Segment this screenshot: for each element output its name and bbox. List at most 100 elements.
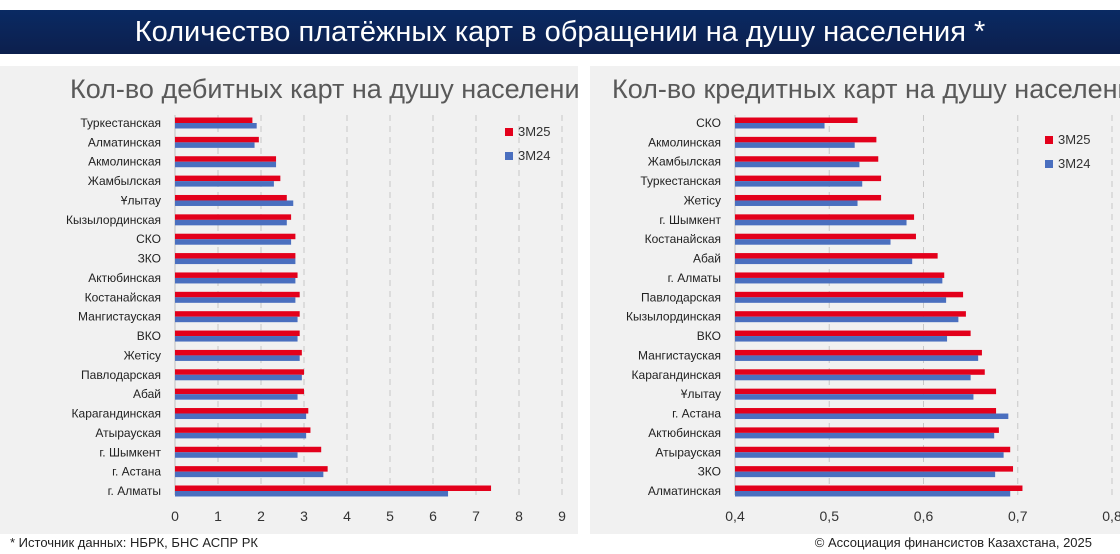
bar-3m25: [175, 369, 304, 375]
bar-3m25: [175, 214, 292, 220]
category-label: Павлодарская: [641, 290, 721, 304]
category-label: Актюбинская: [88, 271, 161, 285]
category-label: Акмолинская: [88, 155, 161, 169]
bar-3m24: [735, 471, 996, 478]
bar-3m24: [175, 219, 287, 226]
legend-swatch-3m24: [1045, 160, 1053, 168]
bar-3m25: [735, 156, 879, 162]
x-tick-label: 3: [300, 508, 308, 524]
bar-3m24: [175, 181, 274, 187]
x-tick-label: 0,5: [820, 508, 840, 524]
category-label: г. Астана: [672, 407, 721, 421]
category-label: Ұлытау: [121, 193, 161, 207]
category-label: г. Алматы: [668, 271, 721, 285]
bar-3m25: [175, 194, 287, 201]
bar-3m24: [175, 432, 307, 439]
category-label: Туркестанская: [80, 116, 161, 130]
legend-label-3m25: 3М25: [518, 124, 551, 139]
bar-3m25: [175, 408, 309, 414]
category-label: ВКО: [697, 329, 721, 343]
bar-3m25: [735, 117, 858, 123]
x-tick-label: 0,4: [725, 508, 745, 524]
bar-3m24: [735, 277, 943, 284]
category-label: Акмолинская: [648, 135, 721, 149]
category-label: Атырауская: [655, 445, 721, 459]
bar-3m24: [735, 200, 858, 206]
bar-3m24: [735, 394, 974, 400]
bar-3m25: [175, 117, 253, 123]
x-tick-label: 0: [171, 508, 179, 524]
category-label: СКО: [136, 232, 161, 246]
copyright-note: © Ассоциация финансистов Казахстана, 202…: [814, 535, 1092, 550]
category-label: Жетісу: [684, 193, 721, 207]
category-label: г. Шымкент: [659, 213, 721, 227]
bar-3m24: [175, 142, 255, 148]
bar-3m24: [735, 161, 860, 168]
category-label: ВКО: [137, 329, 161, 343]
bar-3m24: [175, 374, 302, 381]
bar-3m25: [735, 311, 966, 317]
bar-3m24: [175, 394, 298, 400]
category-label: г. Алматы: [108, 484, 161, 498]
category-label: г. Астана: [112, 465, 161, 479]
bar-3m24: [735, 432, 995, 439]
category-label: г. Шымкент: [99, 445, 161, 459]
bar-3m24: [175, 413, 307, 420]
category-label: Абай: [133, 387, 161, 401]
bar-3m25: [735, 446, 1011, 453]
bar-3m24: [175, 297, 296, 303]
bar-3m25: [735, 175, 882, 182]
bar-3m24: [175, 471, 324, 478]
bar-3m24: [735, 355, 979, 361]
bar-3m25: [175, 253, 296, 259]
bar-3m24: [735, 316, 959, 323]
bar-3m25: [735, 427, 999, 433]
bar-3m24: [735, 413, 1009, 420]
bar-3m25: [175, 311, 300, 317]
category-label: Туркестанская: [640, 174, 721, 188]
bar-3m25: [735, 214, 915, 220]
category-label: ЗКО: [138, 252, 161, 266]
category-label: Жетісу: [124, 348, 161, 362]
category-label: Алматинская: [88, 135, 161, 149]
title-bar: Количество платёжных карт в обращении на…: [0, 0, 1120, 56]
bar-3m25: [175, 485, 492, 491]
x-tick-label: 7: [472, 508, 480, 524]
bar-3m24: [175, 200, 294, 206]
bar-3m25: [175, 466, 328, 472]
debit-cards-chart: Кол-во дебитных карт на душу населения 0 1…: [66, 74, 578, 524]
bar-3m25: [735, 408, 997, 414]
bar-3m25: [175, 156, 277, 162]
x-tick-label: 8: [515, 508, 523, 524]
category-label: Карагандинская: [632, 368, 721, 382]
bar-3m25: [735, 369, 985, 375]
source-note: * Источник данных: НБРК, БНС АСПР РК: [10, 535, 258, 550]
x-tick-label: 6: [429, 508, 437, 524]
category-label: Жамбылская: [88, 174, 161, 188]
bar-3m24: [175, 491, 449, 497]
bar-3m24: [175, 123, 257, 129]
category-label: Атырауская: [95, 426, 161, 440]
category-label: СКО: [696, 116, 721, 130]
category-label: Алматинская: [648, 484, 721, 498]
bar-3m25: [175, 233, 296, 240]
bar-3m24: [735, 336, 948, 342]
category-label: Жамбылская: [648, 155, 721, 169]
bar-3m25: [735, 233, 916, 240]
legend-swatch-3m25: [1045, 136, 1053, 144]
bar-3m25: [735, 291, 964, 298]
bar-3m24: [175, 355, 300, 361]
bar-3m24: [735, 181, 863, 187]
category-label: Кызылординская: [66, 213, 161, 227]
bar-3m25: [175, 349, 302, 356]
bar-3m24: [735, 123, 825, 129]
bar-3m25: [735, 194, 882, 201]
bar-3m24: [175, 452, 298, 458]
x-tick-label: 5: [386, 508, 394, 524]
bar-3m24: [735, 452, 1004, 458]
legend-label-3m24: 3М24: [518, 148, 551, 163]
category-label: Карагандинская: [72, 407, 161, 421]
x-tick-label: 1: [214, 508, 222, 524]
legend-label-3m25: 3М25: [1058, 132, 1091, 147]
category-label: Костанайская: [645, 232, 721, 246]
